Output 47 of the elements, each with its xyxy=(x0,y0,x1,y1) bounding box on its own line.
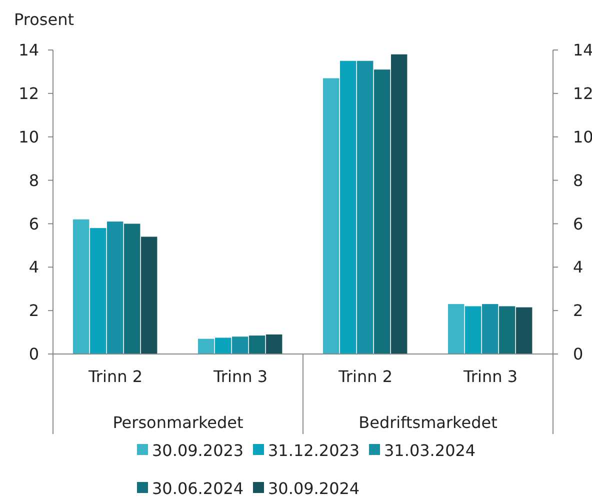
x-tick-label: Trinn 3 xyxy=(462,367,518,386)
bar xyxy=(73,219,90,354)
y2-tick-label: 12 xyxy=(573,84,592,104)
bar xyxy=(232,336,248,354)
bar xyxy=(482,304,498,354)
bar xyxy=(323,78,340,354)
text: Personmarkedet xyxy=(112,413,244,432)
y2-tick-label: 4 xyxy=(573,258,584,277)
y2-tick-label: 0 xyxy=(573,344,584,364)
y2-tick-label: 10 xyxy=(573,127,592,146)
bar xyxy=(124,224,140,354)
y-tick-label: 8 xyxy=(28,170,39,190)
y-tick-label: 14 xyxy=(18,40,39,60)
bar xyxy=(90,228,106,354)
bar xyxy=(107,222,124,354)
y2-tick-label: 2 xyxy=(573,301,584,320)
y2-tick-label: 8 xyxy=(573,170,584,190)
x-tick-label: Trinn 2 xyxy=(338,367,392,386)
y-tick-label: 4 xyxy=(28,258,39,277)
x-tick-label: Trinn 2 xyxy=(88,367,142,386)
bar xyxy=(249,336,266,354)
x-tick-label: Trinn 3 xyxy=(212,367,268,386)
y-tick-label: 6 xyxy=(28,214,39,234)
bar xyxy=(465,306,482,354)
bar xyxy=(141,236,158,354)
bar xyxy=(198,338,214,354)
bar xyxy=(215,338,232,354)
text: Bedriftsmarkedet xyxy=(358,413,498,432)
y-tick-label: 12 xyxy=(18,84,39,104)
legend-label: 30.06.2024 xyxy=(152,479,244,498)
legend-label: 31.12.2023 xyxy=(268,441,360,460)
bar xyxy=(266,334,282,354)
bar xyxy=(499,306,516,354)
bar xyxy=(340,60,356,354)
legend-label: 30.09.2023 xyxy=(152,441,244,460)
legend-label: 31.03.2024 xyxy=(384,441,476,460)
y-tick-label: 2 xyxy=(28,301,39,320)
y-axis-title: Prosent xyxy=(14,10,74,29)
bar xyxy=(448,304,464,354)
y2-tick-label: 6 xyxy=(573,214,584,234)
bar xyxy=(516,307,532,354)
bar xyxy=(391,54,408,354)
bar xyxy=(374,70,390,354)
bar xyxy=(357,60,374,354)
y-tick-label: 0 xyxy=(28,344,39,364)
y-tick-label: 10 xyxy=(18,127,39,146)
legend-label: 30.09.2024 xyxy=(268,479,360,498)
